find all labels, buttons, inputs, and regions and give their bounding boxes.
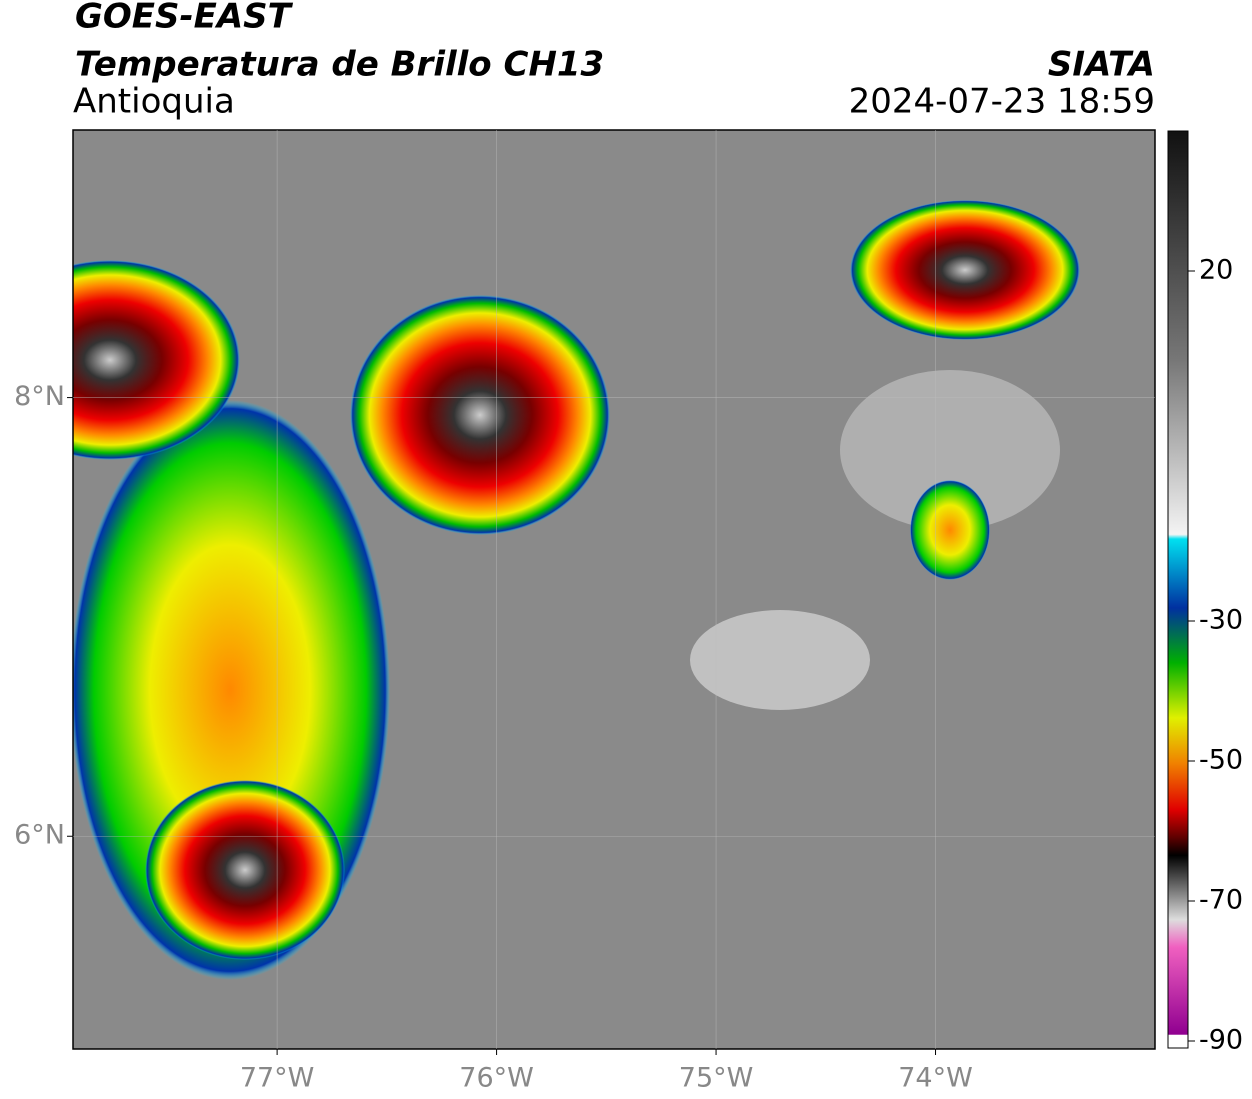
colorbar-tick-label: -70: [1199, 885, 1243, 916]
colorbar-tick-label: -30: [1199, 605, 1243, 636]
satellite: GOES-EAST: [75, 0, 294, 37]
map-image: [73, 130, 1155, 1049]
colorbar: [1167, 130, 1189, 1049]
x-tick-label: 77°W: [240, 1063, 315, 1094]
organization: SIATA: [1048, 45, 1155, 85]
x-tick-label: 74°W: [898, 1063, 973, 1094]
storm: [145, 780, 345, 960]
colorbar-tick-label: -90: [1199, 1025, 1243, 1056]
cloud: [690, 610, 870, 710]
y-tick-label: 8°N: [14, 381, 65, 412]
storm: [850, 200, 1080, 340]
datetime: 2024-07-23 18:59: [849, 82, 1155, 122]
storm: [73, 260, 240, 460]
y-tick-label: 6°N: [14, 820, 65, 851]
region: Antioquia: [73, 82, 235, 122]
title: Temperatura de Brillo CH13: [75, 45, 604, 85]
map-frame: [72, 129, 1156, 1050]
storm: [910, 480, 990, 580]
colorbar-tick-label: 20: [1199, 255, 1233, 286]
x-tick-label: 76°W: [459, 1063, 534, 1094]
storm: [350, 295, 610, 535]
colorbar-tick-label: -50: [1199, 745, 1243, 776]
cloud: [840, 370, 1060, 530]
x-tick-label: 75°W: [679, 1063, 754, 1094]
